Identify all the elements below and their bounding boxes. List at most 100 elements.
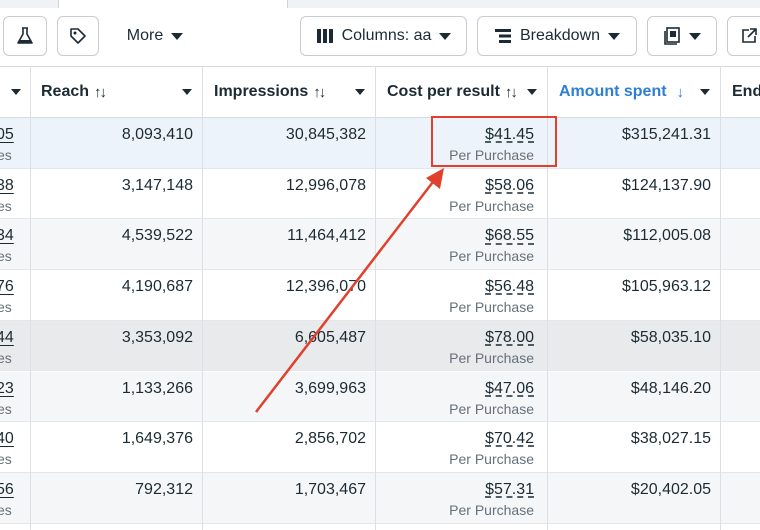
column-divider bbox=[375, 66, 376, 530]
column-header-ends[interactable]: End bbox=[721, 67, 760, 117]
breakdown-icon bbox=[494, 29, 511, 43]
chevron-down-icon bbox=[527, 89, 537, 95]
flask-icon bbox=[17, 27, 33, 44]
column-divider bbox=[30, 66, 31, 530]
cost-per-result-subtext: Per Purchase bbox=[449, 299, 534, 316]
tag-button[interactable] bbox=[57, 16, 99, 56]
export-button[interactable] bbox=[727, 16, 760, 56]
cost-per-result-subtext: Per Purchase bbox=[449, 451, 534, 468]
cost-per-result-subtext: Per Purchase bbox=[449, 349, 534, 366]
column-header-impressions[interactable]: Impressions ↑↓ bbox=[203, 67, 375, 117]
columns-icon bbox=[316, 29, 333, 43]
reach-cell: 4,190,687 bbox=[121, 278, 193, 296]
columns-label: Columns: aa bbox=[341, 27, 432, 44]
toolbar: More Columns: aa Breakdown bbox=[0, 8, 760, 66]
chevron-down-icon bbox=[182, 89, 192, 95]
amount-spent-cell: $112,005.08 bbox=[623, 227, 711, 245]
amount-spent-cell: $58,035.10 bbox=[630, 328, 711, 346]
breakdown-button[interactable]: Breakdown bbox=[477, 16, 637, 56]
column-header-amount-spent[interactable]: Amount spent ↓ bbox=[548, 67, 720, 117]
tag-icon bbox=[70, 28, 86, 44]
cost-per-result-value[interactable]: $70.42 bbox=[485, 430, 534, 448]
cost-per-result-value[interactable]: $47.06 bbox=[485, 379, 534, 397]
chevron-down-icon bbox=[355, 89, 365, 95]
column-header-label: Amount spent bbox=[559, 83, 667, 100]
column-header-label: Cost per result bbox=[387, 83, 500, 100]
columns-button[interactable]: Columns: aa bbox=[300, 16, 467, 56]
reach-cell: 4,539,522 bbox=[121, 227, 193, 245]
column-divider bbox=[720, 66, 721, 530]
amount-spent-cell: $315,241.31 bbox=[622, 126, 711, 143]
reach-cell: 792,312 bbox=[135, 480, 193, 498]
impressions-cell: 1,703,467 bbox=[294, 480, 366, 498]
column-header-cost-per-result[interactable]: Cost per result ↑↓ bbox=[376, 67, 547, 117]
annotation-highlight-box bbox=[431, 116, 557, 167]
amount-spent-cell: $105,963.12 bbox=[622, 278, 711, 296]
chevron-down-icon bbox=[700, 89, 710, 95]
previous-column-subtext: es bbox=[0, 501, 12, 518]
chevron-down-icon bbox=[689, 32, 701, 40]
top-tab[interactable] bbox=[58, 0, 288, 8]
previous-column-value[interactable]: 34 bbox=[0, 227, 14, 245]
previous-column-value[interactable]: 40 bbox=[0, 430, 14, 448]
column-divider bbox=[202, 66, 203, 530]
chevron-down-icon bbox=[608, 32, 621, 40]
experiment-button[interactable] bbox=[3, 16, 47, 56]
table-row[interactable]: 76 es 4,190,687 12,396,070 $56.48 Per Purchas… bbox=[0, 270, 760, 321]
sort-icon: ↑↓ bbox=[313, 83, 326, 101]
external-link-icon bbox=[742, 28, 757, 43]
table-header: Reach ↑↓ Impressions ↑↓ Cost per result … bbox=[0, 66, 760, 118]
cost-per-result-value[interactable]: $57.31 bbox=[485, 480, 534, 498]
cost-per-result-value[interactable]: $68.55 bbox=[485, 227, 534, 245]
table-row[interactable]: 44 es 3,353,092 6,605,487 $78.00 Per Purchase… bbox=[0, 320, 760, 372]
previous-column-value[interactable]: 44 bbox=[0, 328, 14, 346]
previous-column-subtext: es bbox=[0, 147, 12, 163]
reports-icon bbox=[664, 27, 680, 45]
cost-per-result-subtext: Per Purchase bbox=[449, 400, 534, 417]
previous-column-value[interactable]: 23 bbox=[0, 379, 14, 397]
top-strip bbox=[0, 0, 760, 8]
impressions-cell: 2,856,702 bbox=[294, 430, 366, 448]
previous-column-value[interactable]: 05 bbox=[0, 126, 14, 143]
previous-column-value[interactable]: 38 bbox=[0, 176, 14, 194]
reach-cell: 3,353,092 bbox=[121, 328, 193, 346]
table-row[interactable]: 05 es 8,093,410 30,845,382 $41.45 Per Purchas… bbox=[0, 118, 760, 169]
previous-column-subtext: es bbox=[0, 349, 12, 366]
impressions-cell: 12,996,078 bbox=[285, 176, 366, 194]
impressions-cell: 12,396,070 bbox=[285, 278, 366, 296]
previous-column-value[interactable]: 56 bbox=[0, 480, 14, 498]
breakdown-label: Breakdown bbox=[519, 27, 601, 44]
previous-column-subtext: es bbox=[0, 248, 12, 265]
more-label: More bbox=[126, 27, 164, 44]
previous-column-value[interactable]: 76 bbox=[0, 278, 14, 296]
reach-cell: 1,133,266 bbox=[121, 379, 193, 397]
column-header-label: End bbox=[732, 83, 760, 100]
previous-column-subtext: es bbox=[0, 400, 12, 417]
table-row[interactable]: 56 es 792,312 1,703,467 $57.31 Per Purchase $2… bbox=[0, 472, 760, 524]
reach-cell: 8,093,410 bbox=[121, 126, 193, 143]
table-row[interactable]: 23 es 1,133,266 3,699,963 $47.06 Per Purchase… bbox=[0, 371, 760, 423]
column-header-label: Impressions bbox=[214, 83, 309, 100]
impressions-cell: 3,699,963 bbox=[294, 379, 366, 397]
cost-per-result-value[interactable]: $58.06 bbox=[485, 176, 534, 194]
chevron-down-icon bbox=[171, 32, 184, 40]
column-header-reach[interactable]: Reach ↑↓ bbox=[30, 67, 202, 117]
cost-per-result-value[interactable]: $41.45 bbox=[485, 126, 534, 143]
cost-per-result-value[interactable]: $56.48 bbox=[485, 278, 534, 296]
cost-per-result-subtext: Per Purchase bbox=[449, 197, 534, 214]
table-row[interactable]: 38 es 3,147,148 12,996,078 $58.06 Per Purchas… bbox=[0, 169, 760, 220]
data-table: 05 es 8,093,410 30,845,382 $41.45 Per Purchas… bbox=[0, 66, 760, 530]
reports-button[interactable] bbox=[647, 16, 717, 56]
chevron-down-icon bbox=[11, 89, 21, 95]
column-header-previous[interactable] bbox=[0, 67, 30, 117]
cost-per-result-subtext: Per Purchase bbox=[449, 501, 534, 518]
more-button[interactable]: More bbox=[114, 16, 196, 56]
amount-spent-cell: $20,402.05 bbox=[630, 480, 711, 498]
impressions-cell: 6,605,487 bbox=[294, 328, 366, 346]
chevron-down-icon bbox=[439, 32, 452, 40]
table-row[interactable]: 34 es 4,539,522 11,464,412 $68.55 Per Purchas… bbox=[0, 219, 760, 271]
cost-per-result-value[interactable]: $78.00 bbox=[485, 328, 534, 346]
cost-per-result-subtext: Per Purchase bbox=[449, 147, 534, 163]
previous-column-subtext: es bbox=[0, 451, 12, 468]
table-row[interactable]: 40 es 1,649,376 2,856,702 $70.42 Per Purchase… bbox=[0, 422, 760, 473]
